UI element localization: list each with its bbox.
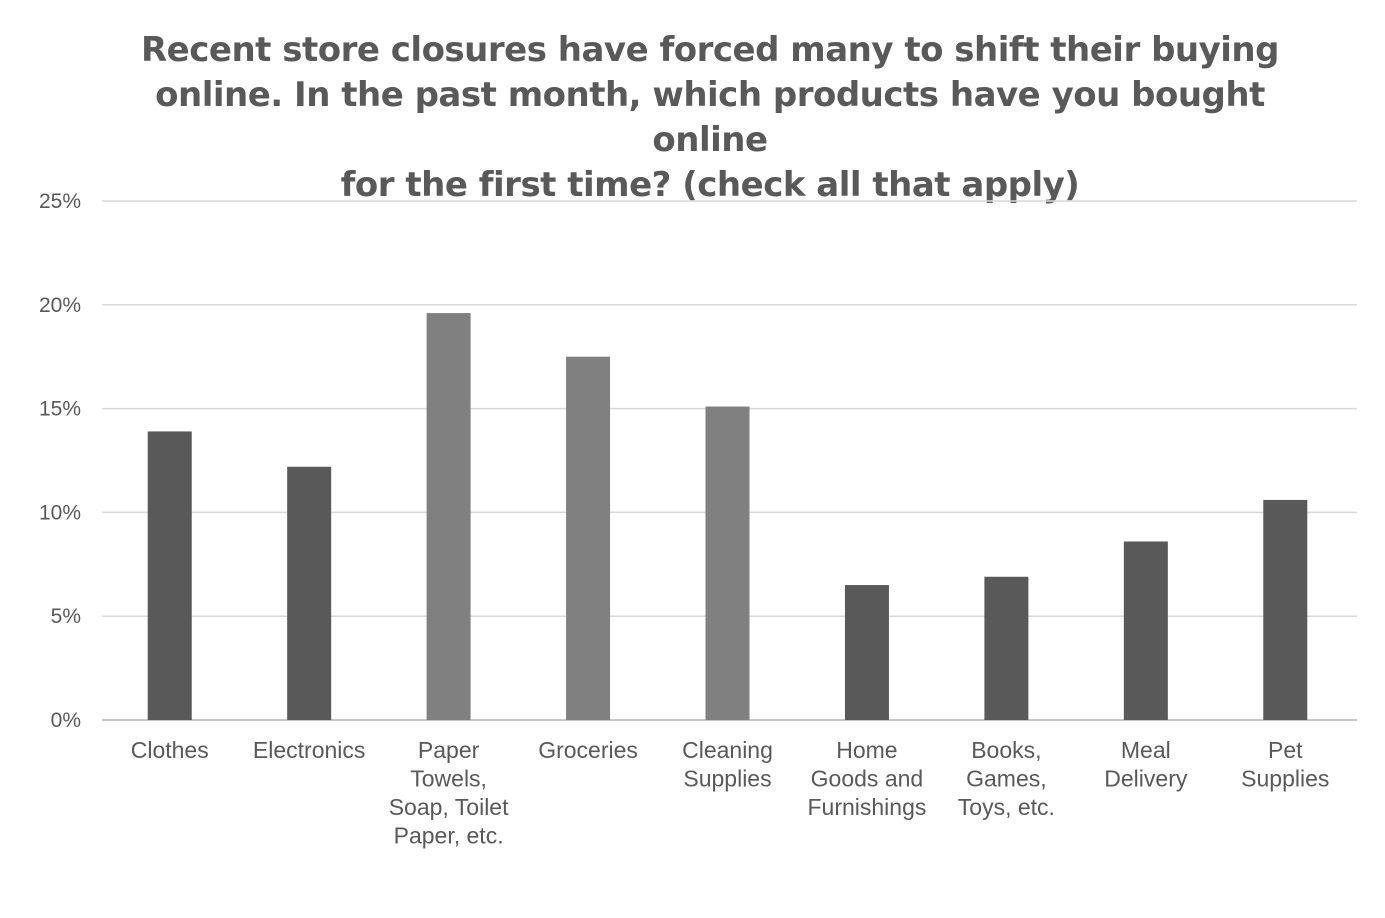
bar bbox=[287, 466, 332, 720]
y-tick-label: 0% bbox=[51, 709, 81, 732]
bar bbox=[147, 431, 192, 720]
x-category-label: Paper Towels, Soap, Toilet Paper, etc. bbox=[389, 737, 509, 849]
chart-title-line: online. In the past month, which product… bbox=[155, 75, 1265, 160]
chart-title-line: Recent store closures have forced many t… bbox=[141, 30, 1279, 70]
bar bbox=[1123, 541, 1168, 720]
bar bbox=[705, 406, 750, 720]
chart-title-line: for the first time? (check all that appl… bbox=[340, 165, 1080, 205]
y-tick-label: 25% bbox=[39, 190, 81, 213]
x-category-label: Groceries bbox=[538, 737, 638, 763]
y-tick-label: 15% bbox=[39, 398, 81, 421]
y-tick-label: 5% bbox=[51, 605, 81, 628]
bar bbox=[844, 585, 889, 720]
y-tick-label: 10% bbox=[39, 501, 81, 524]
x-category-label: Pet Supplies bbox=[1241, 737, 1329, 792]
y-tick-label: 20% bbox=[39, 294, 81, 317]
x-category-label: Meal Delivery bbox=[1104, 737, 1188, 792]
chart-title: Recent store closures have forced many t… bbox=[120, 28, 1300, 208]
bar bbox=[566, 356, 611, 720]
bar bbox=[426, 313, 471, 720]
bar bbox=[984, 576, 1029, 720]
x-category-label: Home Goods and Furnishings bbox=[807, 737, 926, 820]
x-category-label: Clothes bbox=[131, 737, 209, 763]
x-category-label: Electronics bbox=[253, 737, 365, 763]
x-category-label: Books, Games, Toys, etc. bbox=[958, 737, 1055, 820]
x-category-label: Cleaning Supplies bbox=[682, 737, 773, 792]
bar bbox=[1263, 499, 1308, 720]
